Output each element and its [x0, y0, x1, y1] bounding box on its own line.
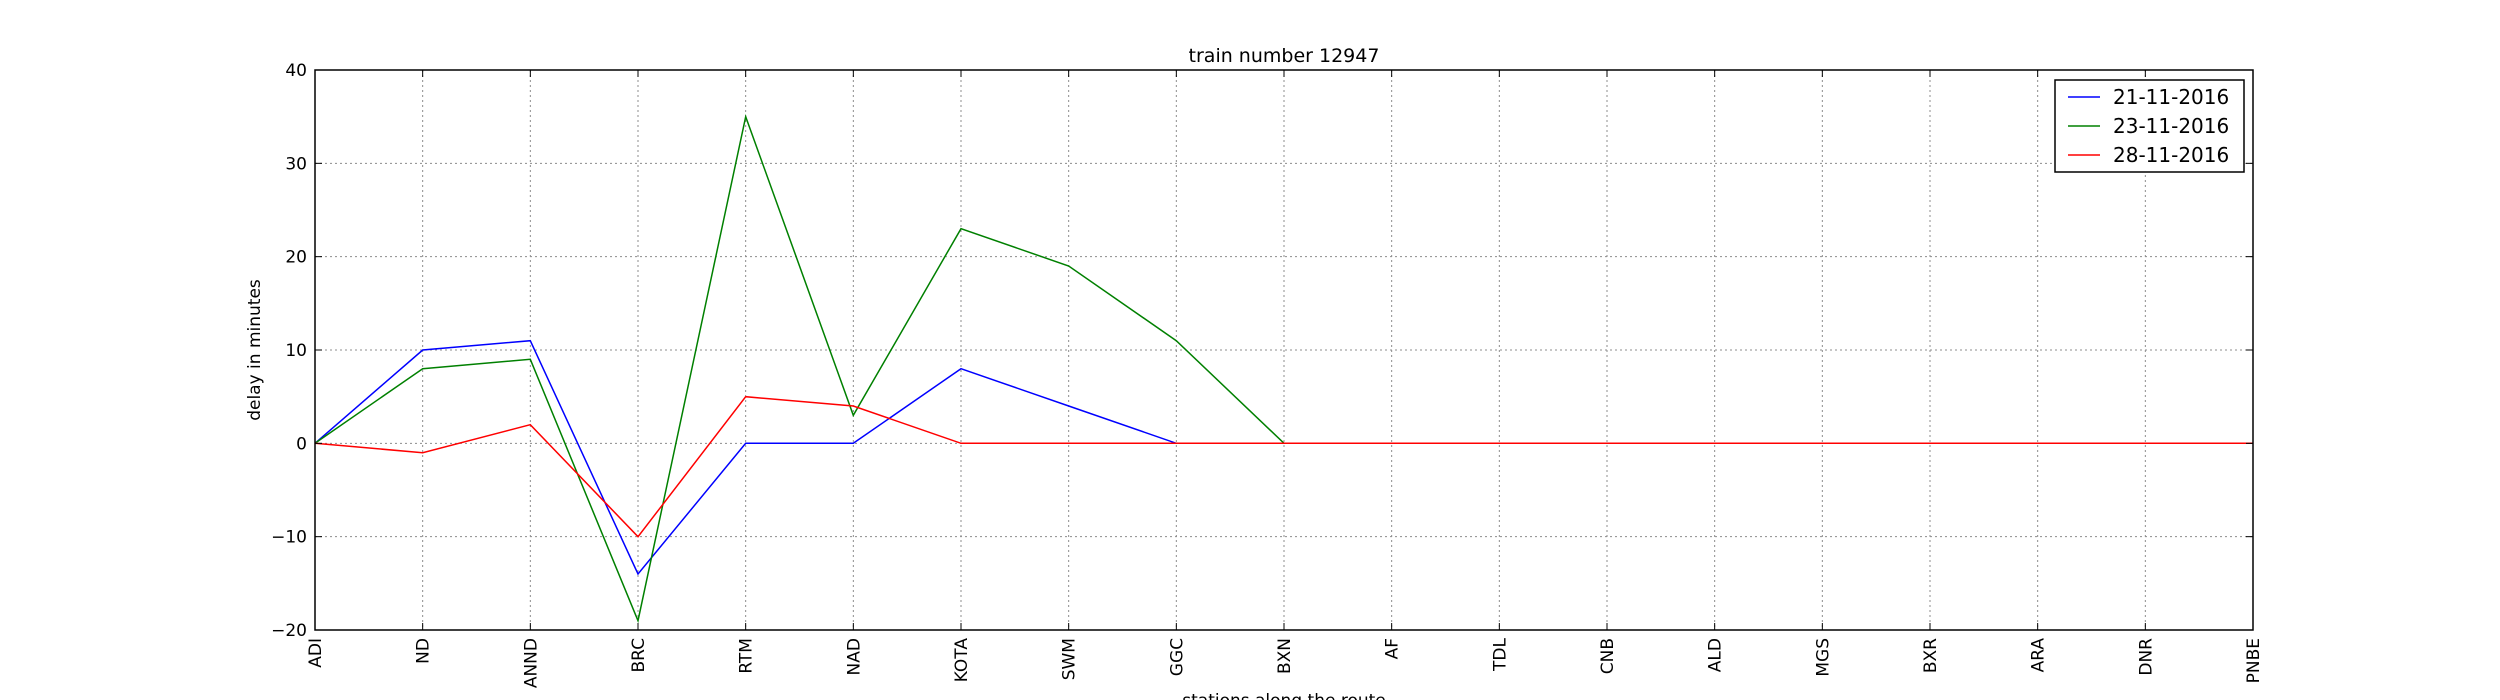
legend: 21-11-2016 23-11-2016 28-11-2016	[2054, 79, 2245, 173]
y-tick-label: −10	[271, 528, 307, 548]
x-tick-label: RTM	[737, 638, 757, 674]
y-tick-label: 0	[296, 434, 307, 454]
chart-title: train number 12947	[1189, 45, 1380, 67]
y-tick-label: 10	[285, 341, 307, 361]
legend-label: 21-11-2016	[2113, 85, 2229, 109]
tick-layer: ADI ND ANND BRC RTM NAD KOTA SWM GGC BXN AF TDL CNB A…	[271, 61, 2264, 688]
x-tick-label: NAD	[844, 638, 864, 675]
x-tick-label: ARA	[2029, 638, 2049, 673]
y-axis-label: delay in minutes	[245, 279, 265, 421]
x-tick-label: MGS	[1813, 638, 1833, 677]
x-tick-label: BRC	[629, 638, 649, 673]
x-tick-label: SWM	[1060, 638, 1080, 680]
y-tick-label: −20	[271, 621, 307, 641]
x-tick-label: CNB	[1598, 638, 1618, 674]
x-tick-label: PNBE	[2244, 638, 2264, 683]
x-tick-label: ND	[414, 638, 434, 664]
x-axis-label: stations along the route	[1182, 691, 1386, 700]
x-tick-label: ANND	[521, 638, 541, 688]
series-line-28-11-2016	[314, 395, 2253, 538]
series-layer	[314, 113, 2253, 624]
x-tick-label: BXN	[1275, 638, 1295, 674]
legend-label: 28-11-2016	[2113, 143, 2229, 167]
x-tick-label: BXR	[1921, 638, 1941, 673]
legend-label: 23-11-2016	[2113, 114, 2229, 138]
y-tick-label: 40	[285, 61, 307, 81]
x-tick-label: GGC	[1167, 638, 1187, 676]
x-tick-label: ALD	[1706, 638, 1726, 672]
y-tick-label: 20	[285, 248, 307, 268]
x-tick-label: AF	[1383, 638, 1403, 659]
grid-layer	[314, 69, 2254, 631]
y-tick-label: 30	[285, 154, 307, 174]
x-tick-label: DNR	[2136, 638, 2156, 676]
x-tick-label: TDL	[1490, 637, 1510, 671]
x-tick-label: KOTA	[952, 638, 972, 683]
x-tick-label: ADI	[306, 638, 326, 668]
